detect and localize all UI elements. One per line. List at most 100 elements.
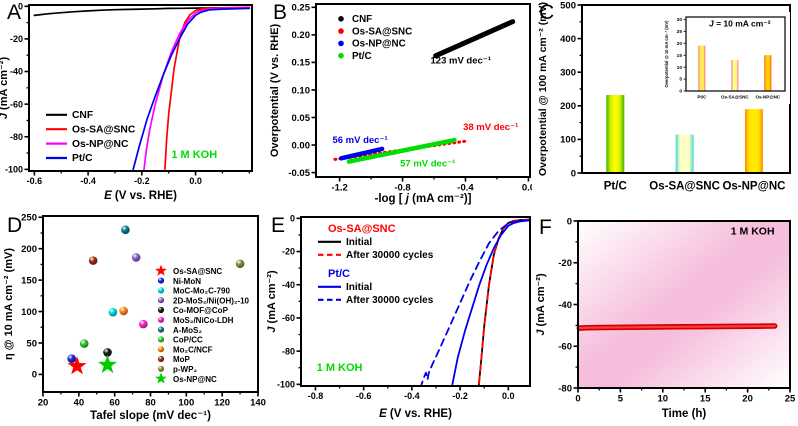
series-Os-SA@SNC xyxy=(164,6,251,171)
tafel-slope-ptc: 57 mV dec⁻¹ xyxy=(400,159,455,170)
point-MoS2-NiCo-LDH xyxy=(139,319,148,329)
bar-Os-SA@SNC xyxy=(675,134,694,173)
legend-label: MoS₂/NiCo-LDH xyxy=(173,316,234,325)
panel-label-f: F xyxy=(539,216,552,239)
legend-label: Pt/C xyxy=(72,153,93,164)
y-tick-label: 0 xyxy=(290,213,295,223)
y-tick-label: -80 xyxy=(282,346,295,356)
y-tick-label: 0 xyxy=(571,168,576,179)
bar-Os-NP@NC xyxy=(764,55,772,91)
y-tick-label: 0 xyxy=(18,1,23,11)
x-tick-label: 0.0 xyxy=(522,183,532,194)
panel-c: 0 100 200 300 400 500 Pt/C Os-SA@SNC Os-NP@NC Ove… xyxy=(532,0,798,213)
y-tick-label: 0 xyxy=(679,89,682,95)
inset-title: J = 10 mA cm⁻² xyxy=(709,19,771,29)
x-tick-label: -0.8 xyxy=(308,391,324,401)
point-Co-MOF@CoP xyxy=(103,348,112,357)
legend-marker-sphere xyxy=(157,365,165,372)
x-tick-label: 20 xyxy=(742,394,753,405)
legend-marker-dot xyxy=(338,15,344,22)
category-label-Os-NP@NC: Os-NP@NC xyxy=(722,181,785,193)
y-tick-label: -20 xyxy=(282,247,295,257)
category-label-Pt/C: Pt/C xyxy=(604,181,627,193)
point-Os-SA@SNC xyxy=(67,356,87,375)
y-tick-label: 250 xyxy=(21,213,37,224)
legend-label: After 30000 cycles xyxy=(346,295,434,306)
category-label-Pt/C: Pt/C xyxy=(697,95,707,100)
y-axis-label: η @ 10 mA cm⁻² (mV) xyxy=(3,248,15,360)
y-tick-label: -20 xyxy=(10,34,23,44)
series-chronoamperometry-core xyxy=(578,324,776,330)
point-Ni-MoN xyxy=(67,354,76,363)
x-tick-label: -0.2 xyxy=(452,391,468,401)
electrolyte-label: 1 M KOH xyxy=(731,226,775,238)
x-tick-label: -0.6 xyxy=(356,391,372,401)
y-tick-label: 5 xyxy=(679,77,682,83)
panel-e-chart: -0.8 -0.6 -0.4 -0.2 0.0 0 -20 -40 -60 -80 -100 E (V… xyxy=(266,213,531,420)
x-tick-label: 140 xyxy=(250,398,266,409)
legend-label: Pt/C xyxy=(328,268,350,280)
legend-label: CNF xyxy=(352,14,372,25)
y-axis-label: Overpotential @ 10 mA cm⁻² (mV) xyxy=(664,20,669,88)
y-axis-label: Overpotential (V vs. RHE) xyxy=(269,24,281,158)
y-tick-label: 0 xyxy=(32,370,37,381)
panel-label-b: B xyxy=(273,1,288,24)
panel-f: 0 5 10 15 20 25 0 -20 -40 -60 -80 Time (h) J (mA cm⁻… xyxy=(532,213,798,426)
y-tick-label: -60 xyxy=(282,313,295,323)
bar-Pt/C xyxy=(606,95,625,173)
x-tick-label: -0.4 xyxy=(404,391,420,401)
axes-box xyxy=(28,4,253,172)
legend-label: Mo₂C/NCF xyxy=(173,345,213,354)
x-tick-label: 15 xyxy=(700,394,711,405)
y-tick-label: -100 xyxy=(277,379,295,389)
legend-marker-dot xyxy=(338,52,344,59)
y-tick-label: 200 xyxy=(21,244,37,255)
point-Os-NP@NC xyxy=(98,355,117,374)
legend-label: Os-SA@SNC xyxy=(72,124,136,135)
x-tick-label: 120 xyxy=(214,398,230,409)
x-tick-label: -0.6 xyxy=(27,176,43,186)
x-axis-label: E (V vs. RHE) xyxy=(379,408,452,420)
x-tick-label: 10 xyxy=(658,394,669,405)
point-2D-MoS2-NiOH2-10 xyxy=(131,253,141,262)
legend-marker-dot xyxy=(338,40,344,47)
legend-marker-sphere xyxy=(157,306,165,314)
legend-label: After 30000 cycles xyxy=(346,250,434,261)
legend-marker-sphere xyxy=(157,316,165,323)
x-axis-label: E (V vs. RHE) xyxy=(104,190,177,202)
y-tick-label: 0.15 xyxy=(292,58,311,69)
y-tick-label: -60 xyxy=(10,99,23,109)
panel-a: -0.6 -0.4 -0.2 0.0 0 -20 -40 -60 -80 -100 E (V vs.… xyxy=(0,0,266,213)
bar-Os-SA@SNC xyxy=(731,59,739,91)
legend-label: Pt/C xyxy=(352,51,372,62)
y-tick-label: -40 xyxy=(282,280,295,290)
legend-label: Os-NP@NC xyxy=(173,375,217,384)
panel-a-chart: -0.6 -0.4 -0.2 0.0 0 -20 -40 -60 -80 -100 E (V vs.… xyxy=(0,1,253,202)
legend-marker-sphere xyxy=(157,346,165,353)
point-CoP/CC xyxy=(79,339,89,348)
panel-e: -0.8 -0.6 -0.4 -0.2 0.0 0 -20 -40 -60 -80 -100 E (V… xyxy=(266,213,532,426)
legend-label: Initial xyxy=(346,237,372,248)
panel-label-d: D xyxy=(7,214,23,237)
electrolyte-label: 1 M KOH xyxy=(171,149,217,161)
legend-label: MoC-Mo₂C-790 xyxy=(173,287,230,296)
legend-label: p-WP₂ xyxy=(173,365,197,374)
y-axis-label: J (mA cm⁻²) xyxy=(535,273,547,336)
series-CNF xyxy=(433,19,516,59)
y-tick-label: -0.05 xyxy=(288,168,310,179)
x-tick-label: -0.8 xyxy=(394,183,410,194)
legend-label: Os-NP@NC xyxy=(352,39,406,50)
panel-label-e: E xyxy=(271,214,286,237)
category-label-Os-NP@NC: Os-NP@NC xyxy=(756,95,781,100)
y-axis-label: Overpotential @ 100 mA cm⁻² (mV) xyxy=(537,2,549,176)
point-p-WP2 xyxy=(235,259,245,269)
x-tick-label: 25 xyxy=(785,394,796,405)
legend-label: Initial xyxy=(346,282,372,293)
y-tick-label: 150 xyxy=(21,275,37,286)
bar-Pt/C xyxy=(698,45,706,91)
series-Pt/C-after-30000 xyxy=(420,219,531,386)
y-tick-label: 0.05 xyxy=(292,113,311,124)
panel-c-inset-chart: 0 5 10 15 20 25 30 Pt/C Os-SA@SNC Os-NP@NC Overpot… xyxy=(664,16,786,100)
legend-label: Os-NP@NC xyxy=(72,139,129,150)
legend-label: Os-SA@SNC xyxy=(328,223,396,235)
